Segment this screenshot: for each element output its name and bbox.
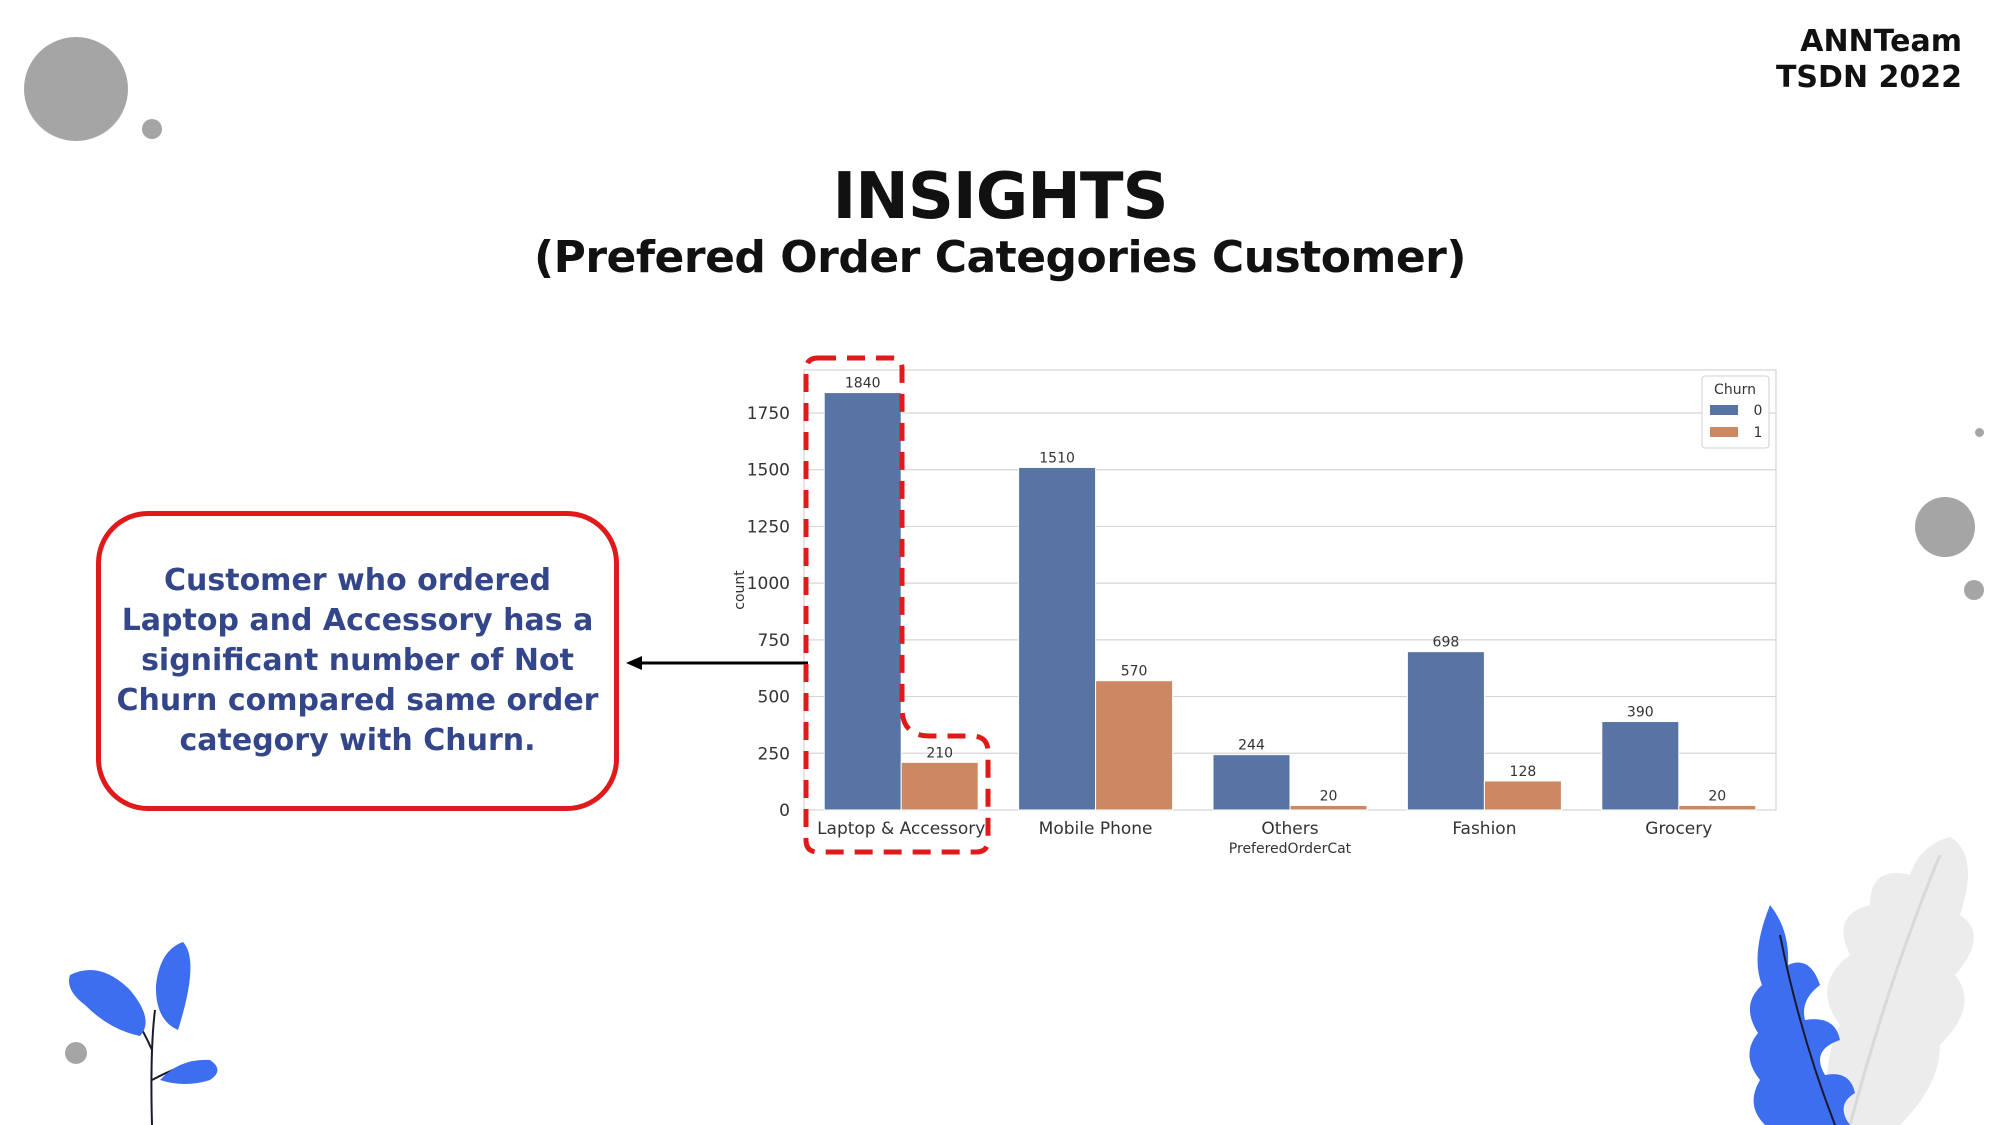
legend-label: 0 xyxy=(1754,403,1763,419)
insight-callout: Customer who ordered Laptop and Accessor… xyxy=(96,511,619,811)
brand-event: TSDN 2022 xyxy=(1775,60,1962,95)
bar-churn-1 xyxy=(1095,680,1174,811)
legend-swatch-1 xyxy=(1710,427,1738,437)
bar-value-label: 1510 xyxy=(1039,450,1075,466)
y-tick-label: 0 xyxy=(779,801,790,821)
bar-value-label: 20 xyxy=(1708,788,1726,804)
decorative-circle-bottom-left xyxy=(65,1042,87,1064)
leaf-plant-right-icon xyxy=(1749,837,1974,1125)
x-tick-label: Fashion xyxy=(1452,819,1516,839)
bar-value-label: 698 xyxy=(1433,635,1460,651)
insight-callout-text: Customer who ordered Laptop and Accessor… xyxy=(116,563,599,758)
bar-churn-1 xyxy=(1483,780,1562,811)
bar-value-label: 210 xyxy=(926,745,953,761)
bar-churn-0 xyxy=(1601,721,1680,811)
y-axis-label: count xyxy=(732,570,748,610)
brand: ANNTeam TSDN 2022 xyxy=(1776,24,1962,96)
bar-value-label: 20 xyxy=(1320,788,1338,804)
x-axis-label: PreferedOrderCat xyxy=(1229,841,1352,857)
bar-churn-1 xyxy=(900,761,979,811)
bar-value-label: 128 xyxy=(1510,764,1537,780)
decorative-circle-right-large xyxy=(1915,497,1975,557)
decorative-circle-right-dot xyxy=(1975,428,1984,437)
y-tick-label: 1750 xyxy=(747,404,790,424)
x-tick-label: Others xyxy=(1261,819,1318,839)
y-tick-label: 750 xyxy=(758,631,790,651)
bar-value-label: 244 xyxy=(1238,738,1265,754)
brand-team: ANNTeam xyxy=(1800,24,1962,59)
decorative-circle-small xyxy=(142,119,162,139)
x-tick-label: Laptop & Accessory xyxy=(817,819,985,839)
legend-title: Churn xyxy=(1714,382,1756,398)
decorative-circle-large xyxy=(24,37,128,141)
chart-layer: 0 250 500 750 1000 1250 1500 1750 count 1840 210 La… xyxy=(732,369,1777,857)
bar-churn-0 xyxy=(1406,651,1485,811)
y-tick-label: 1500 xyxy=(747,461,790,481)
bar-churn-1 xyxy=(1678,804,1757,811)
legend-swatch-0 xyxy=(1710,405,1738,415)
x-tick-label: Mobile Phone xyxy=(1039,819,1153,839)
x-tick-label: Grocery xyxy=(1645,819,1712,839)
highlight-dashed-outline xyxy=(803,355,991,855)
page-title: INSIGHTS xyxy=(832,160,1168,234)
bar-churn-0 xyxy=(1212,754,1291,811)
bar-churn-0 xyxy=(1018,466,1097,811)
bar-value-label: 390 xyxy=(1627,705,1654,721)
y-tick-label: 250 xyxy=(758,744,790,764)
y-tick-label: 500 xyxy=(758,688,790,708)
page-subtitle: (Prefered Order Categories Customer) xyxy=(534,232,1466,283)
bar-value-label: 570 xyxy=(1121,664,1148,680)
leaf-plant-left-icon xyxy=(69,942,218,1125)
bar-churn-1 xyxy=(1289,804,1368,811)
y-tick-label: 1250 xyxy=(747,517,790,537)
legend-label: 1 xyxy=(1754,425,1763,441)
decorative-circle-right-small xyxy=(1964,580,1984,600)
bar-value-label: 1840 xyxy=(845,376,881,392)
bar-churn-0 xyxy=(823,392,902,811)
y-tick-label: 1000 xyxy=(747,574,790,594)
callout-arrow-head-icon xyxy=(626,656,642,670)
